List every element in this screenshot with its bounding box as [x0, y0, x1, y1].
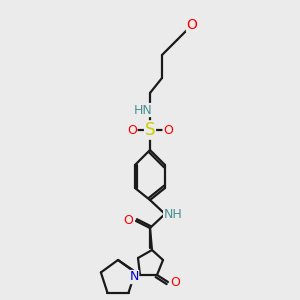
Text: O: O	[163, 124, 173, 136]
Text: O: O	[170, 275, 180, 289]
Text: O: O	[187, 18, 197, 32]
Text: N: N	[129, 271, 139, 284]
Text: HN: HN	[134, 103, 152, 116]
Text: O: O	[123, 214, 133, 227]
Text: S: S	[145, 121, 155, 139]
Text: NH: NH	[164, 208, 182, 220]
Text: O: O	[127, 124, 137, 136]
